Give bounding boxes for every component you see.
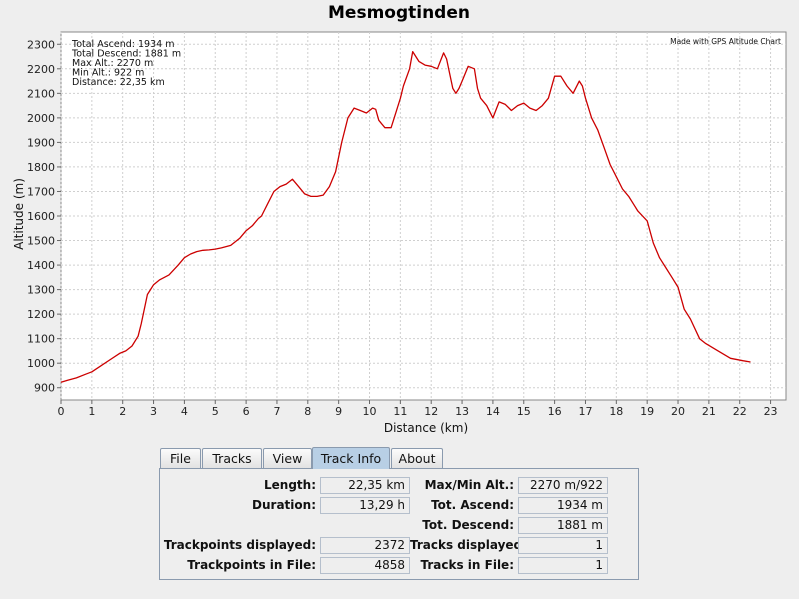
y-tick-label: 1500	[27, 235, 55, 248]
duration-label: Duration:	[252, 498, 316, 512]
y-tick-label: 1100	[27, 333, 55, 346]
x-tick-label: 1	[88, 405, 95, 418]
stats-line: Max Alt.: 2270 m	[72, 58, 153, 69]
descend-value: 1881 m	[518, 517, 608, 534]
x-tick-label: 3	[150, 405, 157, 418]
x-tick-label: 17	[578, 405, 592, 418]
y-tick-label: 900	[34, 382, 55, 395]
series-group	[60, 50, 751, 383]
tracks-in-file-value: 1	[518, 557, 608, 574]
x-tick-label: 9	[335, 405, 342, 418]
x-tick-label: 12	[424, 405, 438, 418]
y-tick-label: 1900	[27, 136, 55, 149]
trackpoints-displayed-value: 2372	[320, 537, 410, 554]
length-label: Length:	[264, 478, 316, 492]
tracks-displayed-value: 1	[518, 537, 608, 554]
x-tick-label: 21	[702, 405, 716, 418]
stats-line: Min Alt.: 922 m	[72, 68, 144, 79]
x-tick-label: 18	[609, 405, 623, 418]
x-tick-label: 7	[273, 405, 280, 418]
x-tick-label: 11	[393, 405, 407, 418]
tab-tracks[interactable]: Tracks	[202, 448, 262, 468]
maxmin-value: 2270 m/922 m	[518, 477, 608, 507]
altitude-series-line	[60, 50, 751, 383]
y-tick-label: 2300	[27, 38, 55, 51]
grid	[60, 32, 786, 400]
descend-label: Tot. Descend:	[422, 518, 514, 532]
trackpoints-in-file-value: 4858	[320, 557, 410, 574]
track-info-panel: Length: 22,35 km Max/Min Alt.: 2270 m/92…	[159, 468, 639, 580]
x-tick-label: 0	[58, 405, 65, 418]
y-tick-label: 1600	[27, 210, 55, 223]
x-tick-label: 22	[733, 405, 747, 418]
y-axis: 900 1000 1100 1200 1300 1400 1500 1600 1700 1800 1…	[27, 38, 61, 395]
x-tick-label: 2	[119, 405, 126, 418]
x-tick-label: 8	[304, 405, 311, 418]
y-tick-label: 1300	[27, 284, 55, 297]
chart-title: Mesmogtinden	[328, 3, 470, 23]
y-tick-label: 1700	[27, 185, 55, 198]
stats-line: Total Descend: 1881 m	[71, 49, 181, 60]
length-value: 22,35 km	[320, 477, 410, 494]
x-tick-label: 10	[363, 405, 377, 418]
x-tick-label: 15	[517, 405, 531, 418]
x-tick-label: 23	[764, 405, 778, 418]
altitude-chart: Mesmogtinden 900100011001200130014001500…	[12, 3, 787, 435]
y-tick-label: 1200	[27, 308, 55, 321]
y-tick-label: 1400	[27, 259, 55, 272]
x-tick-label: 4	[181, 405, 188, 418]
tab-track-info[interactable]: Track Info	[312, 447, 390, 469]
ascend-value: 1934 m	[518, 497, 608, 514]
tracks-in-file-label: Tracks in File:	[420, 558, 515, 572]
maxmin-label: Max/Min Alt.:	[424, 478, 514, 492]
y-tick-label: 1000	[27, 357, 55, 370]
stats-line: Distance: 22,35 km	[72, 77, 165, 88]
y-tick-label: 1800	[27, 161, 55, 174]
tracks-displayed-label: Tracks displayed:	[410, 538, 527, 552]
tab-view[interactable]: View	[263, 448, 312, 468]
x-axis-label: Distance (km)	[384, 421, 468, 435]
tab-file[interactable]: File	[160, 448, 201, 468]
x-tick-label: 6	[243, 405, 250, 418]
x-tick-label: 5	[212, 405, 219, 418]
duration-value: 13,29 h	[320, 497, 410, 514]
x-tick-label: 16	[548, 405, 562, 418]
y-axis-label: Altitude (m)	[12, 178, 26, 250]
y-tick-label: 2000	[27, 112, 55, 125]
credit-text: Made with GPS Altitude Chart	[670, 37, 781, 46]
x-axis: 0 1 2 3 4 5 6 7 8 9 10 11 12 13 14 15 16 17 18 19 20 21 22 23	[58, 400, 778, 418]
stats-line: Total Ascend: 1934 m	[71, 39, 174, 50]
tab-about[interactable]: About	[391, 448, 443, 468]
y-tick-label: 2100	[27, 87, 55, 100]
y-tick-label: 2200	[27, 63, 55, 76]
trackpoints-displayed-label: Trackpoints displayed:	[163, 538, 316, 552]
x-tick-label: 19	[640, 405, 654, 418]
x-tick-label: 13	[455, 405, 469, 418]
ascend-label: Tot. Ascend:	[431, 498, 514, 512]
trackpoints-in-file-label: Trackpoints in File:	[187, 558, 316, 572]
x-tick-label: 20	[671, 405, 685, 418]
x-tick-label: 14	[486, 405, 500, 418]
